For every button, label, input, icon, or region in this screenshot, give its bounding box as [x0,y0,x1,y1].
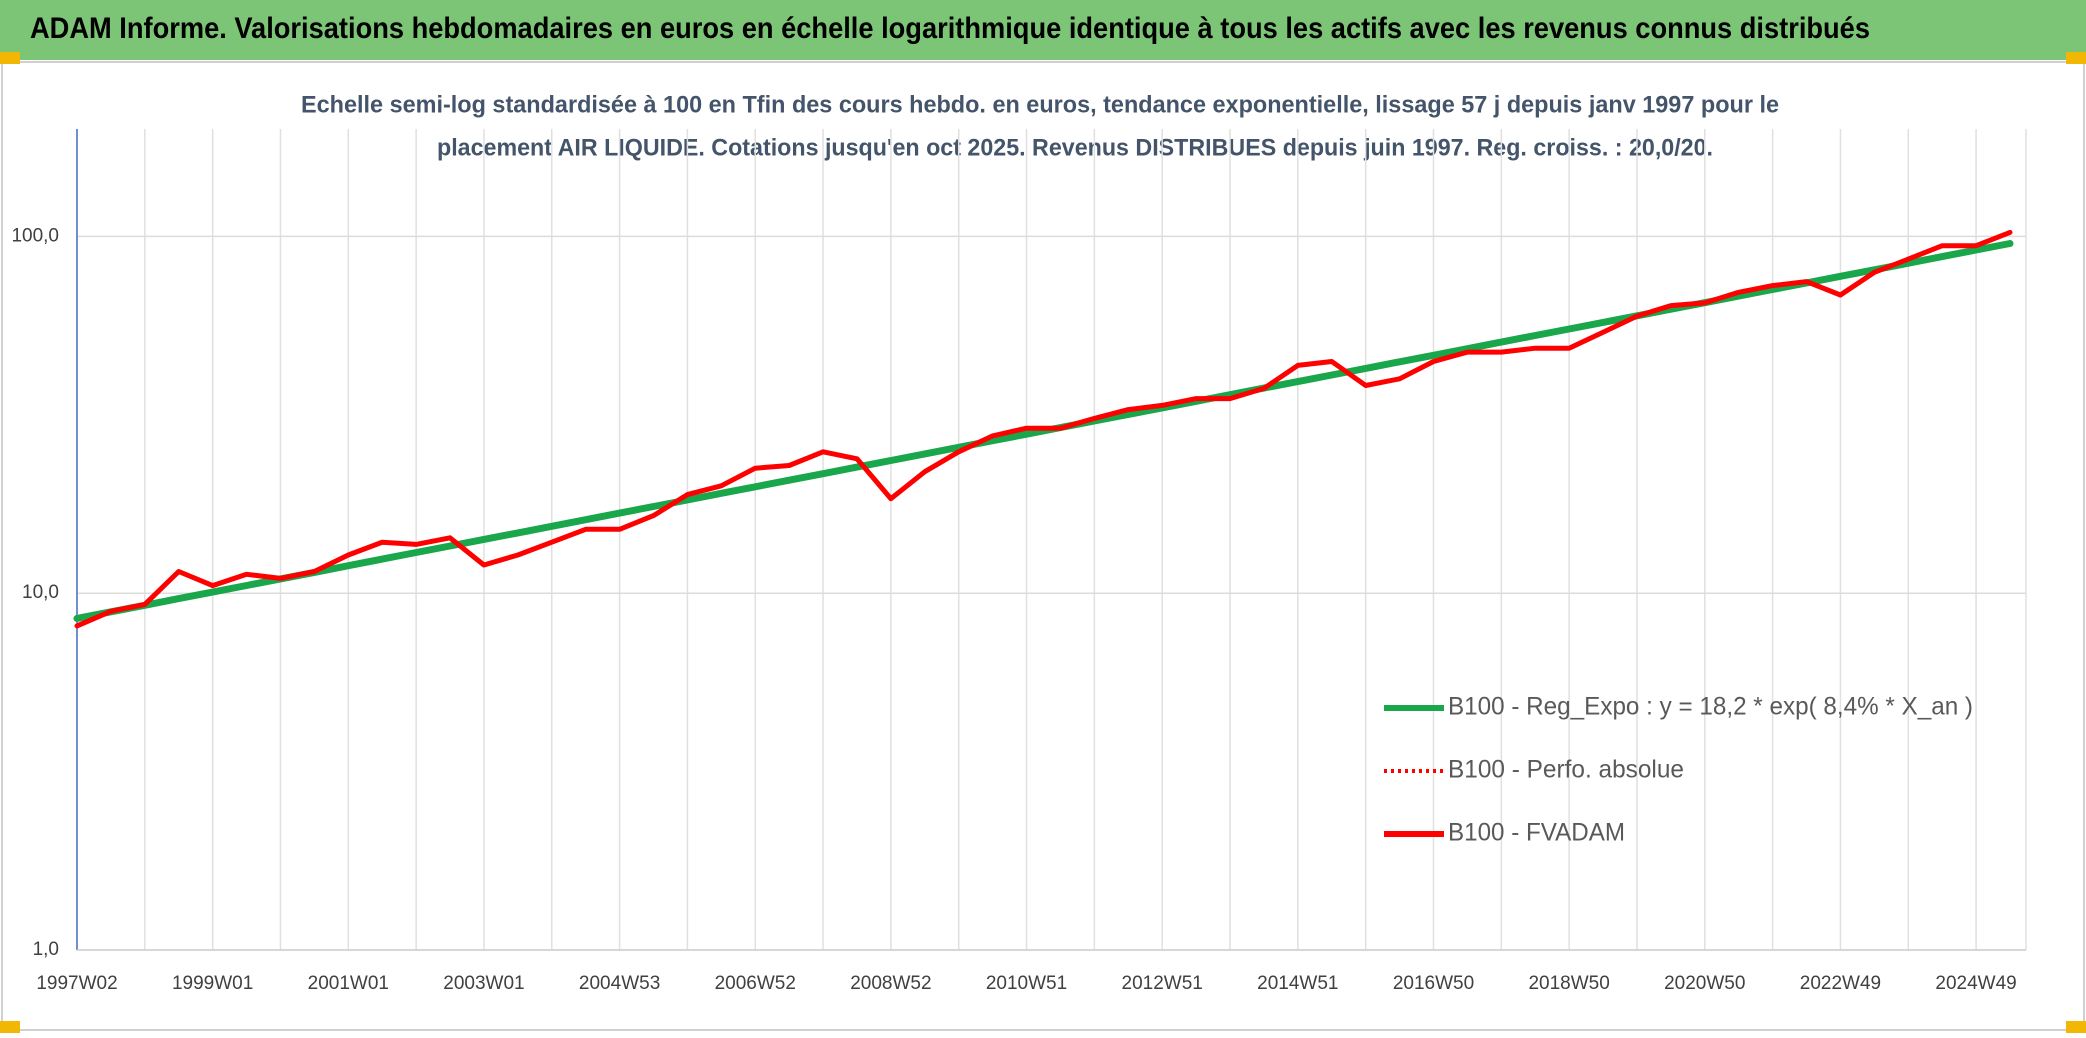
x-tick-label: 2014W51 [1257,973,1338,994]
x-tick-label: 2016W50 [1393,973,1474,994]
legend-label: B100 - FVADAM [1448,819,1625,847]
x-tick-label: 2018W50 [1528,973,1609,994]
y-tick-label: 10,0 [22,582,59,603]
corner [0,52,20,64]
x-tick-label: 1999W01 [172,973,253,994]
chart-title: ADAM Informe. Valorisations hebdomadaire… [30,12,1870,45]
y-tick-label: 100,0 [11,225,59,246]
x-tick-label: 2008W52 [850,973,931,994]
chart-subtitle: Echelle semi-log standardisée à 100 en T… [301,91,1779,118]
x-tick-label: 2004W53 [579,973,660,994]
series-line [74,229,2013,629]
x-tick-label: 2024W49 [1935,973,2016,994]
legend-label: B100 - Reg_Expo : y = 18,2 * exp( 8,4% *… [1448,693,1973,721]
y-tick-label: 1,0 [33,939,59,960]
chart-subtitle: placement AIR LIQUIDE. Cotations jusqu'e… [437,134,1713,161]
corner [2066,52,2086,64]
x-tick-label: 2010W51 [986,973,1067,994]
x-tick-label: 2001W01 [308,973,389,994]
x-tick-label: 2003W01 [443,973,524,994]
x-tick-label: 2020W50 [1664,973,1745,994]
x-tick-label: 1997W02 [36,973,117,994]
x-tick-label: 2006W52 [715,973,796,994]
x-tick-label: 2022W49 [1800,973,1881,994]
legend-label: B100 - Perfo. absolue [1448,756,1684,784]
frame [1,61,2085,1031]
header-bar [0,0,2086,60]
corner [2066,1021,2086,1033]
corner [0,1021,20,1033]
x-tick-label: 2012W51 [1122,973,1203,994]
